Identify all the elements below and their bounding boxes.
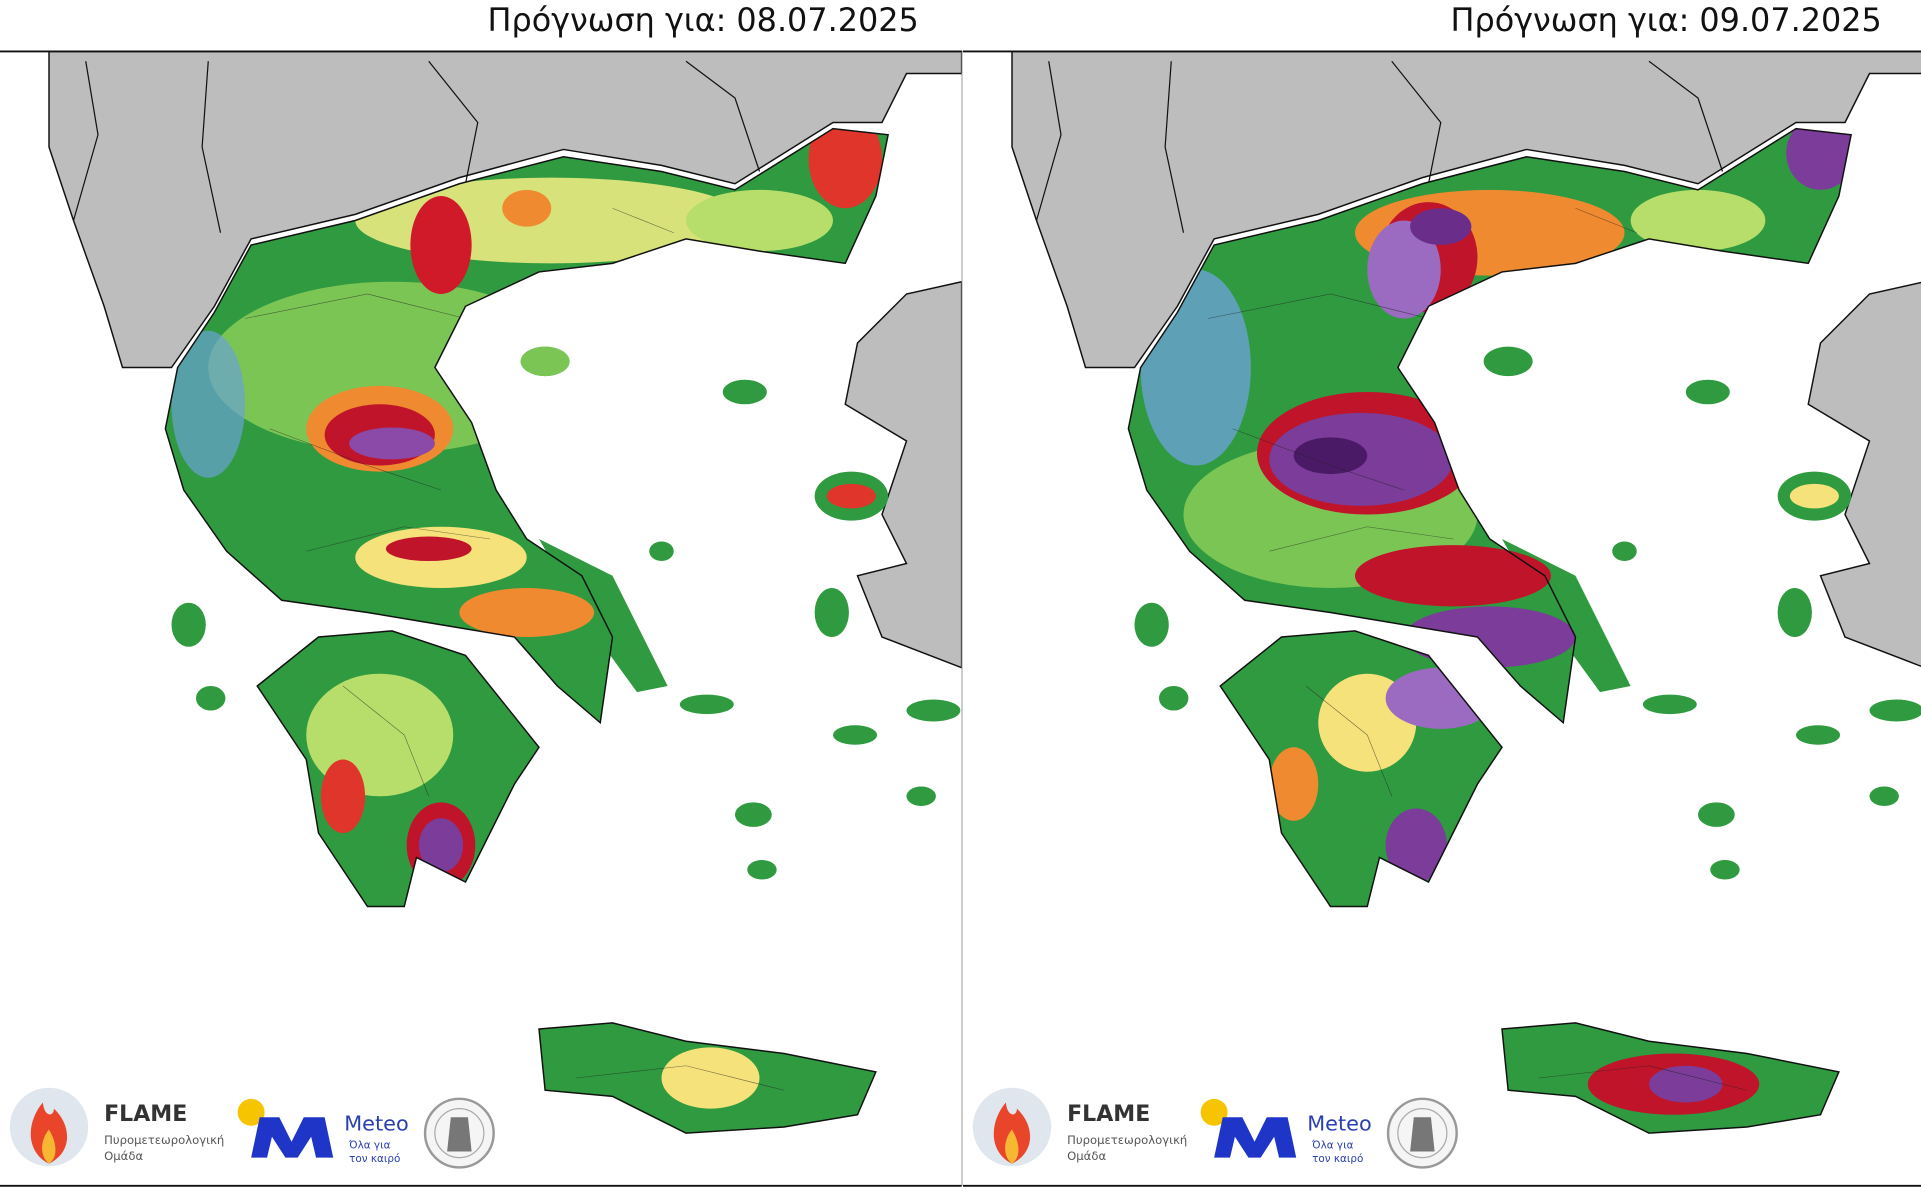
meteo-logo-text: Meteo bbox=[344, 1112, 408, 1136]
meteo-subtitle: Όλα για bbox=[1311, 1139, 1353, 1151]
forecast-panel: Πρόγνωση για: 09.07.2025 FLAME Πυρομετεω… bbox=[963, 1, 1921, 1187]
meteo-logo-text: Meteo bbox=[1307, 1112, 1371, 1136]
flame-subtitle: Πυρομετεωρολογική bbox=[104, 1133, 224, 1147]
flame-subtitle: Πυρομετεωρολογική bbox=[1067, 1133, 1187, 1147]
meteo-subtitle: τον καιρό bbox=[349, 1153, 400, 1165]
meteo-subtitle: τον καιρό bbox=[1312, 1153, 1363, 1165]
flame-logo-text: FLAME bbox=[104, 1102, 187, 1127]
panel-title: Πρόγνωση για: 09.07.2025 bbox=[1451, 1, 1882, 39]
forecast-panel: Πρόγνωση για: 08.07.2025 FLAME Πυρομετεω… bbox=[0, 1, 963, 1187]
flame-logo-text: FLAME bbox=[1067, 1102, 1150, 1127]
flame-subtitle: Ομάδα bbox=[104, 1149, 143, 1163]
panel-title: Πρόγνωση για: 08.07.2025 bbox=[488, 1, 919, 39]
meteo-subtitle: Όλα για bbox=[348, 1139, 390, 1151]
flame-subtitle: Ομάδα bbox=[1067, 1149, 1106, 1163]
